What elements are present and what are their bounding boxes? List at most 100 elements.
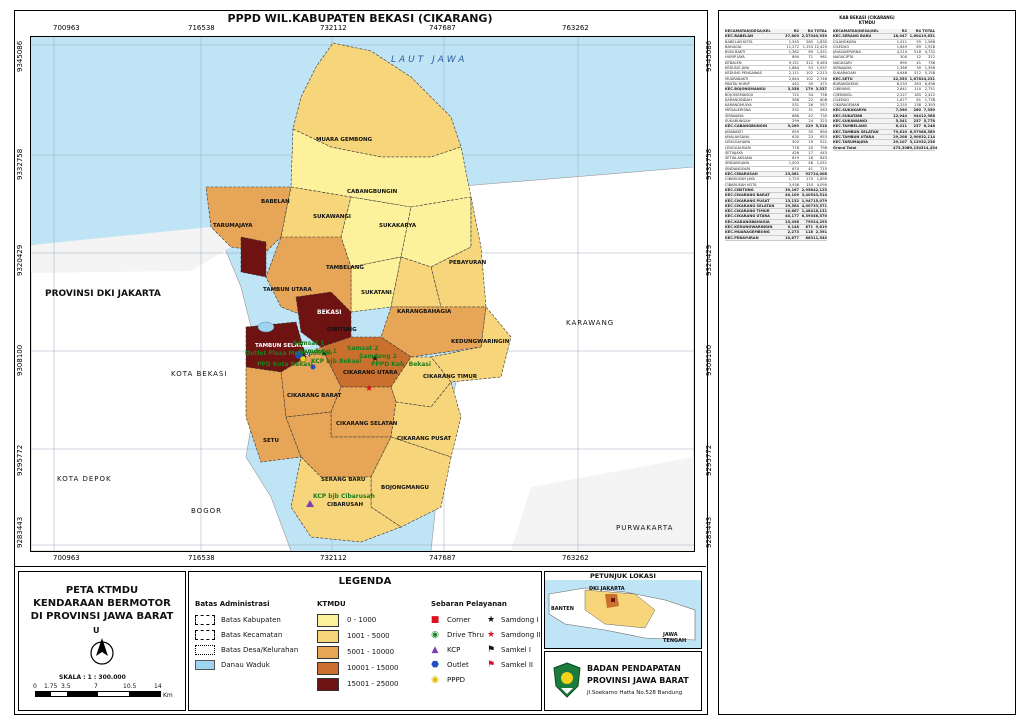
map-canvas[interactable]: ⚑ ★ ★ LAUT JAWA PROVINSI DKI JAKARTA KOT…	[30, 36, 695, 552]
district-cikarang-utara[interactable]	[320, 336, 412, 388]
header-cell: KECAMATAN/DESA/KEL	[725, 29, 771, 33]
kcp-marker[interactable]	[310, 364, 316, 370]
header-cell: R4	[915, 29, 921, 33]
label-district: CIKARANG TIMUR	[423, 374, 478, 380]
table-cell: KEC.TARUMAJAYA	[833, 140, 869, 145]
service-label: PPD Kota Bekasi	[257, 361, 313, 368]
table-cell: 6,496	[924, 81, 935, 86]
samdong-1-marker[interactable]: ★	[371, 354, 379, 364]
samkel-1-marker[interactable]: ⚑	[321, 351, 327, 359]
table-cell: 39,167	[785, 187, 799, 192]
table-cell: 730	[820, 113, 827, 118]
top-coordinate-ticks: 700963 716538 732112 747687 763262	[30, 24, 693, 34]
table-cell: 24	[808, 119, 813, 124]
ktmdu-swatch	[317, 613, 339, 627]
table-cell: CIBARUSAH JAYA	[725, 177, 755, 182]
y-tick: 9332758	[705, 148, 713, 180]
title-block: PETA KTMDU KENDARAAN BERMOTOR DI PROVINS…	[18, 571, 186, 711]
table-cell: CIBENING	[833, 87, 851, 92]
table-cell: 521	[820, 140, 827, 145]
table-cell: 2,227	[896, 92, 907, 97]
service-label: PPPD Kab. Bekasi	[371, 361, 431, 368]
table-cell: 42,125	[813, 187, 827, 192]
admin-item: Danau Waduk	[221, 660, 270, 669]
table-cell: 5,158	[924, 71, 935, 76]
service-item: Samdong I	[501, 615, 539, 624]
table-cell: KEDUNG JAYA	[725, 66, 750, 71]
table-cell: KEC.SUKATANI	[833, 113, 863, 118]
lake	[257, 321, 275, 333]
table-row: KEBALEN 9,151 312 9,463	[725, 60, 827, 67]
table-cell: BABELAN KOTA	[725, 39, 753, 44]
map-sheet	[14, 10, 708, 715]
table-cell: 39,154	[907, 145, 921, 150]
table-cell: 1,545	[788, 39, 799, 44]
label-district: TARUMAJAYA	[213, 223, 253, 229]
kecamatan-line-icon	[195, 629, 215, 640]
x-tick: 763262	[562, 24, 589, 32]
table-cell: SINDANGSARI	[725, 166, 751, 171]
label-district: KEDUNGWARINGIN	[451, 339, 510, 345]
kcp-cibarusah-marker[interactable]	[306, 500, 314, 507]
table-cell: 5,541	[895, 119, 907, 124]
label-district: TAMBUN UTARA	[263, 287, 312, 293]
pppd-marker[interactable]	[299, 355, 307, 363]
table-row: JAYASAMPURNA 4,214 518 4,732	[833, 50, 935, 56]
table-cell: 18,131	[813, 209, 827, 214]
table-cell: 9,463	[816, 60, 827, 65]
table-cell: 24,231	[921, 76, 935, 81]
table-cell: 5,289	[787, 124, 799, 129]
table-row: Grand Total 475,300 39,154 514,454	[833, 145, 938, 151]
y-tick: 9332758	[16, 148, 24, 180]
table-cell: KARANGMULYA	[725, 103, 752, 108]
title-line3: DI PROVINSI JAWA BARAT	[30, 611, 174, 622]
table-row: SINDANGSARI 674 41 715	[725, 166, 827, 173]
table-cell: 2,111	[788, 71, 799, 76]
table-cell: 3,936	[788, 182, 799, 187]
java-inset-svg	[548, 587, 696, 641]
district-tarumajaya-urban[interactable]	[240, 236, 267, 278]
table-cell: 694	[820, 129, 827, 134]
label-district: SETU	[263, 438, 279, 444]
table-cell: KEC.CIBITUNG	[725, 187, 754, 192]
table-cell: 442	[792, 81, 799, 86]
table-cell: 40,177	[785, 214, 799, 219]
label-district: CIKARANG PUSAT	[397, 436, 452, 442]
table-cell: 6,011	[895, 124, 907, 129]
table-row: KEC.MUARAGEMBONG 2,273 118 2,391	[725, 230, 827, 236]
table-cell: 12,425	[814, 44, 827, 49]
y-tick: 9320429	[16, 244, 24, 276]
table-cell: 443	[820, 150, 827, 155]
table-cell: 312	[806, 60, 813, 65]
label-district: BOJONGMANGU	[381, 485, 430, 491]
pppd-icon: ◉	[431, 674, 439, 685]
samdong-2-marker[interactable]: ★	[365, 384, 373, 394]
table-row: KEC.CABANGBUNGIN 5,289 229 5,518	[725, 124, 827, 130]
district-pebayuran[interactable]	[430, 196, 487, 308]
table-cell: SETIALAKSANA	[725, 156, 753, 161]
table-cell: JAYABAKTI	[725, 129, 743, 134]
samkel-2-icon: ⚑	[486, 659, 496, 670]
table-cell: PANTAI HURIP	[725, 81, 750, 86]
table-cell: SIRNAJAYA	[833, 66, 852, 71]
table-cell: 237	[913, 124, 921, 129]
district-cabangbungin[interactable]	[290, 128, 472, 208]
ktmdu-class-label: 10001 - 15000	[347, 664, 399, 672]
label-bogor: BOGOR	[191, 507, 222, 515]
table-cell: 475,300	[893, 145, 910, 150]
table-cell: CIKARAGEMAN	[833, 103, 860, 108]
district-sukawangi[interactable]	[340, 196, 412, 268]
agency-line1: BADAN PENDAPATAN	[587, 664, 681, 673]
table-cell: 5,518	[815, 124, 827, 129]
district-tarumajaya[interactable]	[205, 186, 292, 253]
table-cell: 2,273	[787, 230, 799, 235]
district-cibarusah[interactable]	[290, 456, 402, 543]
table-row: KEC.CIKARANG PUSAT 13,132 1,947 15,079	[725, 198, 827, 204]
table-row: KEC.KEDUNGWARINGIN 9,148 671 9,819	[725, 224, 827, 231]
table-cell: 1,729	[788, 177, 799, 182]
district-cibitung[interactable]	[295, 291, 352, 348]
samdong-2-icon: ★	[486, 629, 496, 640]
location-title: PETUNJUK LOKASI	[545, 572, 701, 580]
table-cell: 514,454	[921, 145, 938, 150]
table-cell: JAYASAMPURNA	[833, 50, 861, 55]
